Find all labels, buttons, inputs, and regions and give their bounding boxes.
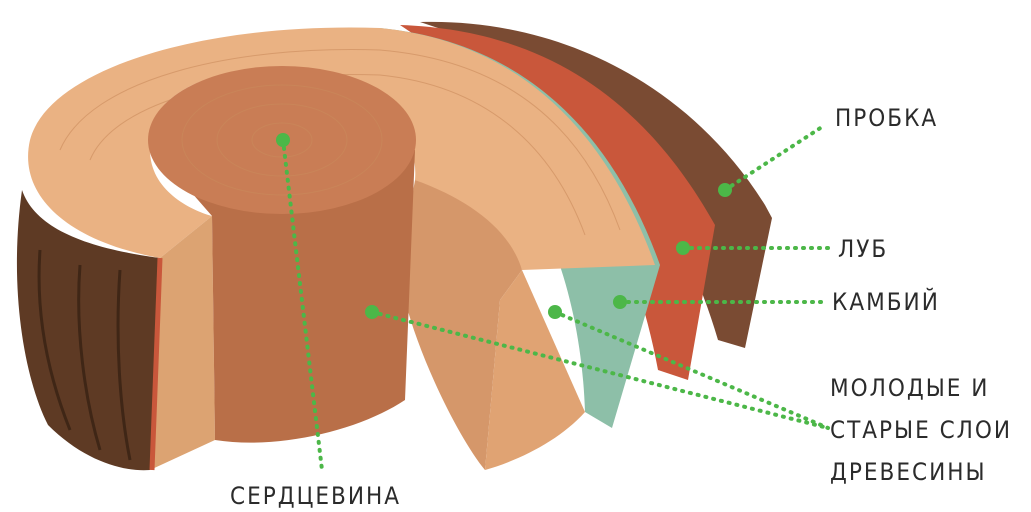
label: ЛУБ bbox=[838, 235, 888, 263]
diagram: ПРОБКА ЛУБ КАМБИЙ МОЛОДЫЕ И СТАРЫЕ СЛОИ … bbox=[0, 0, 1031, 512]
label: КАМБИЙ bbox=[832, 287, 940, 316]
label: ДРЕВЕСИНЫ bbox=[830, 458, 987, 486]
label: МОЛОДЫЕ И bbox=[830, 374, 989, 402]
label: СТАРЫЕ СЛОИ bbox=[830, 416, 1012, 444]
label: СЕРДЦЕВИНА bbox=[230, 482, 401, 510]
trunk-illustration bbox=[17, 22, 772, 470]
label: ПРОБКА bbox=[835, 104, 938, 132]
